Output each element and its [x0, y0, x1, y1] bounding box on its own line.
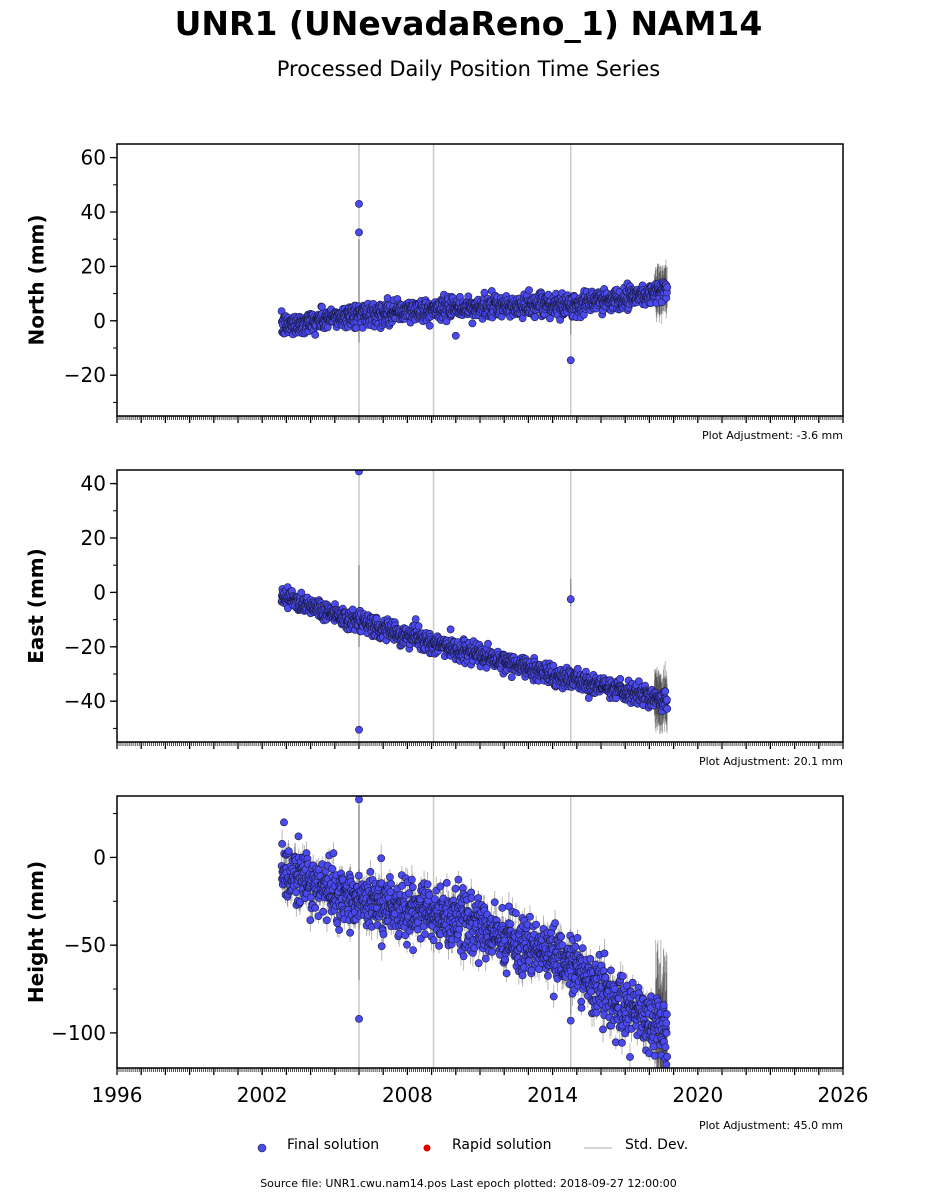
data-point: [311, 330, 320, 339]
y-tick-label: 0: [93, 309, 106, 333]
data-point: [525, 286, 533, 295]
outlier-point: [566, 356, 575, 365]
data-point: [663, 283, 672, 292]
east-final-solution-points: [277, 470, 672, 734]
y-tick-label: −20: [64, 363, 106, 387]
data-point: [468, 319, 477, 328]
north-axes-frame: [116, 143, 844, 417]
outlier-point: [355, 228, 363, 237]
data-point: [480, 288, 489, 297]
y-tick-label: 60: [81, 146, 106, 170]
outlier-point: [451, 331, 460, 340]
data-point: [446, 625, 455, 634]
data-point: [414, 622, 423, 631]
north-panel: −20 0 20 40 60: [64, 143, 844, 423]
outlier-point: [355, 199, 363, 208]
data-point: [411, 615, 420, 623]
data-point: [372, 614, 381, 623]
data-point: [530, 313, 539, 322]
y-tick-label: 40: [81, 200, 106, 224]
north-final-solution-points: [277, 199, 672, 365]
data-point: [518, 314, 527, 323]
y-tick-label: 20: [81, 254, 106, 278]
data-point: [425, 321, 434, 330]
